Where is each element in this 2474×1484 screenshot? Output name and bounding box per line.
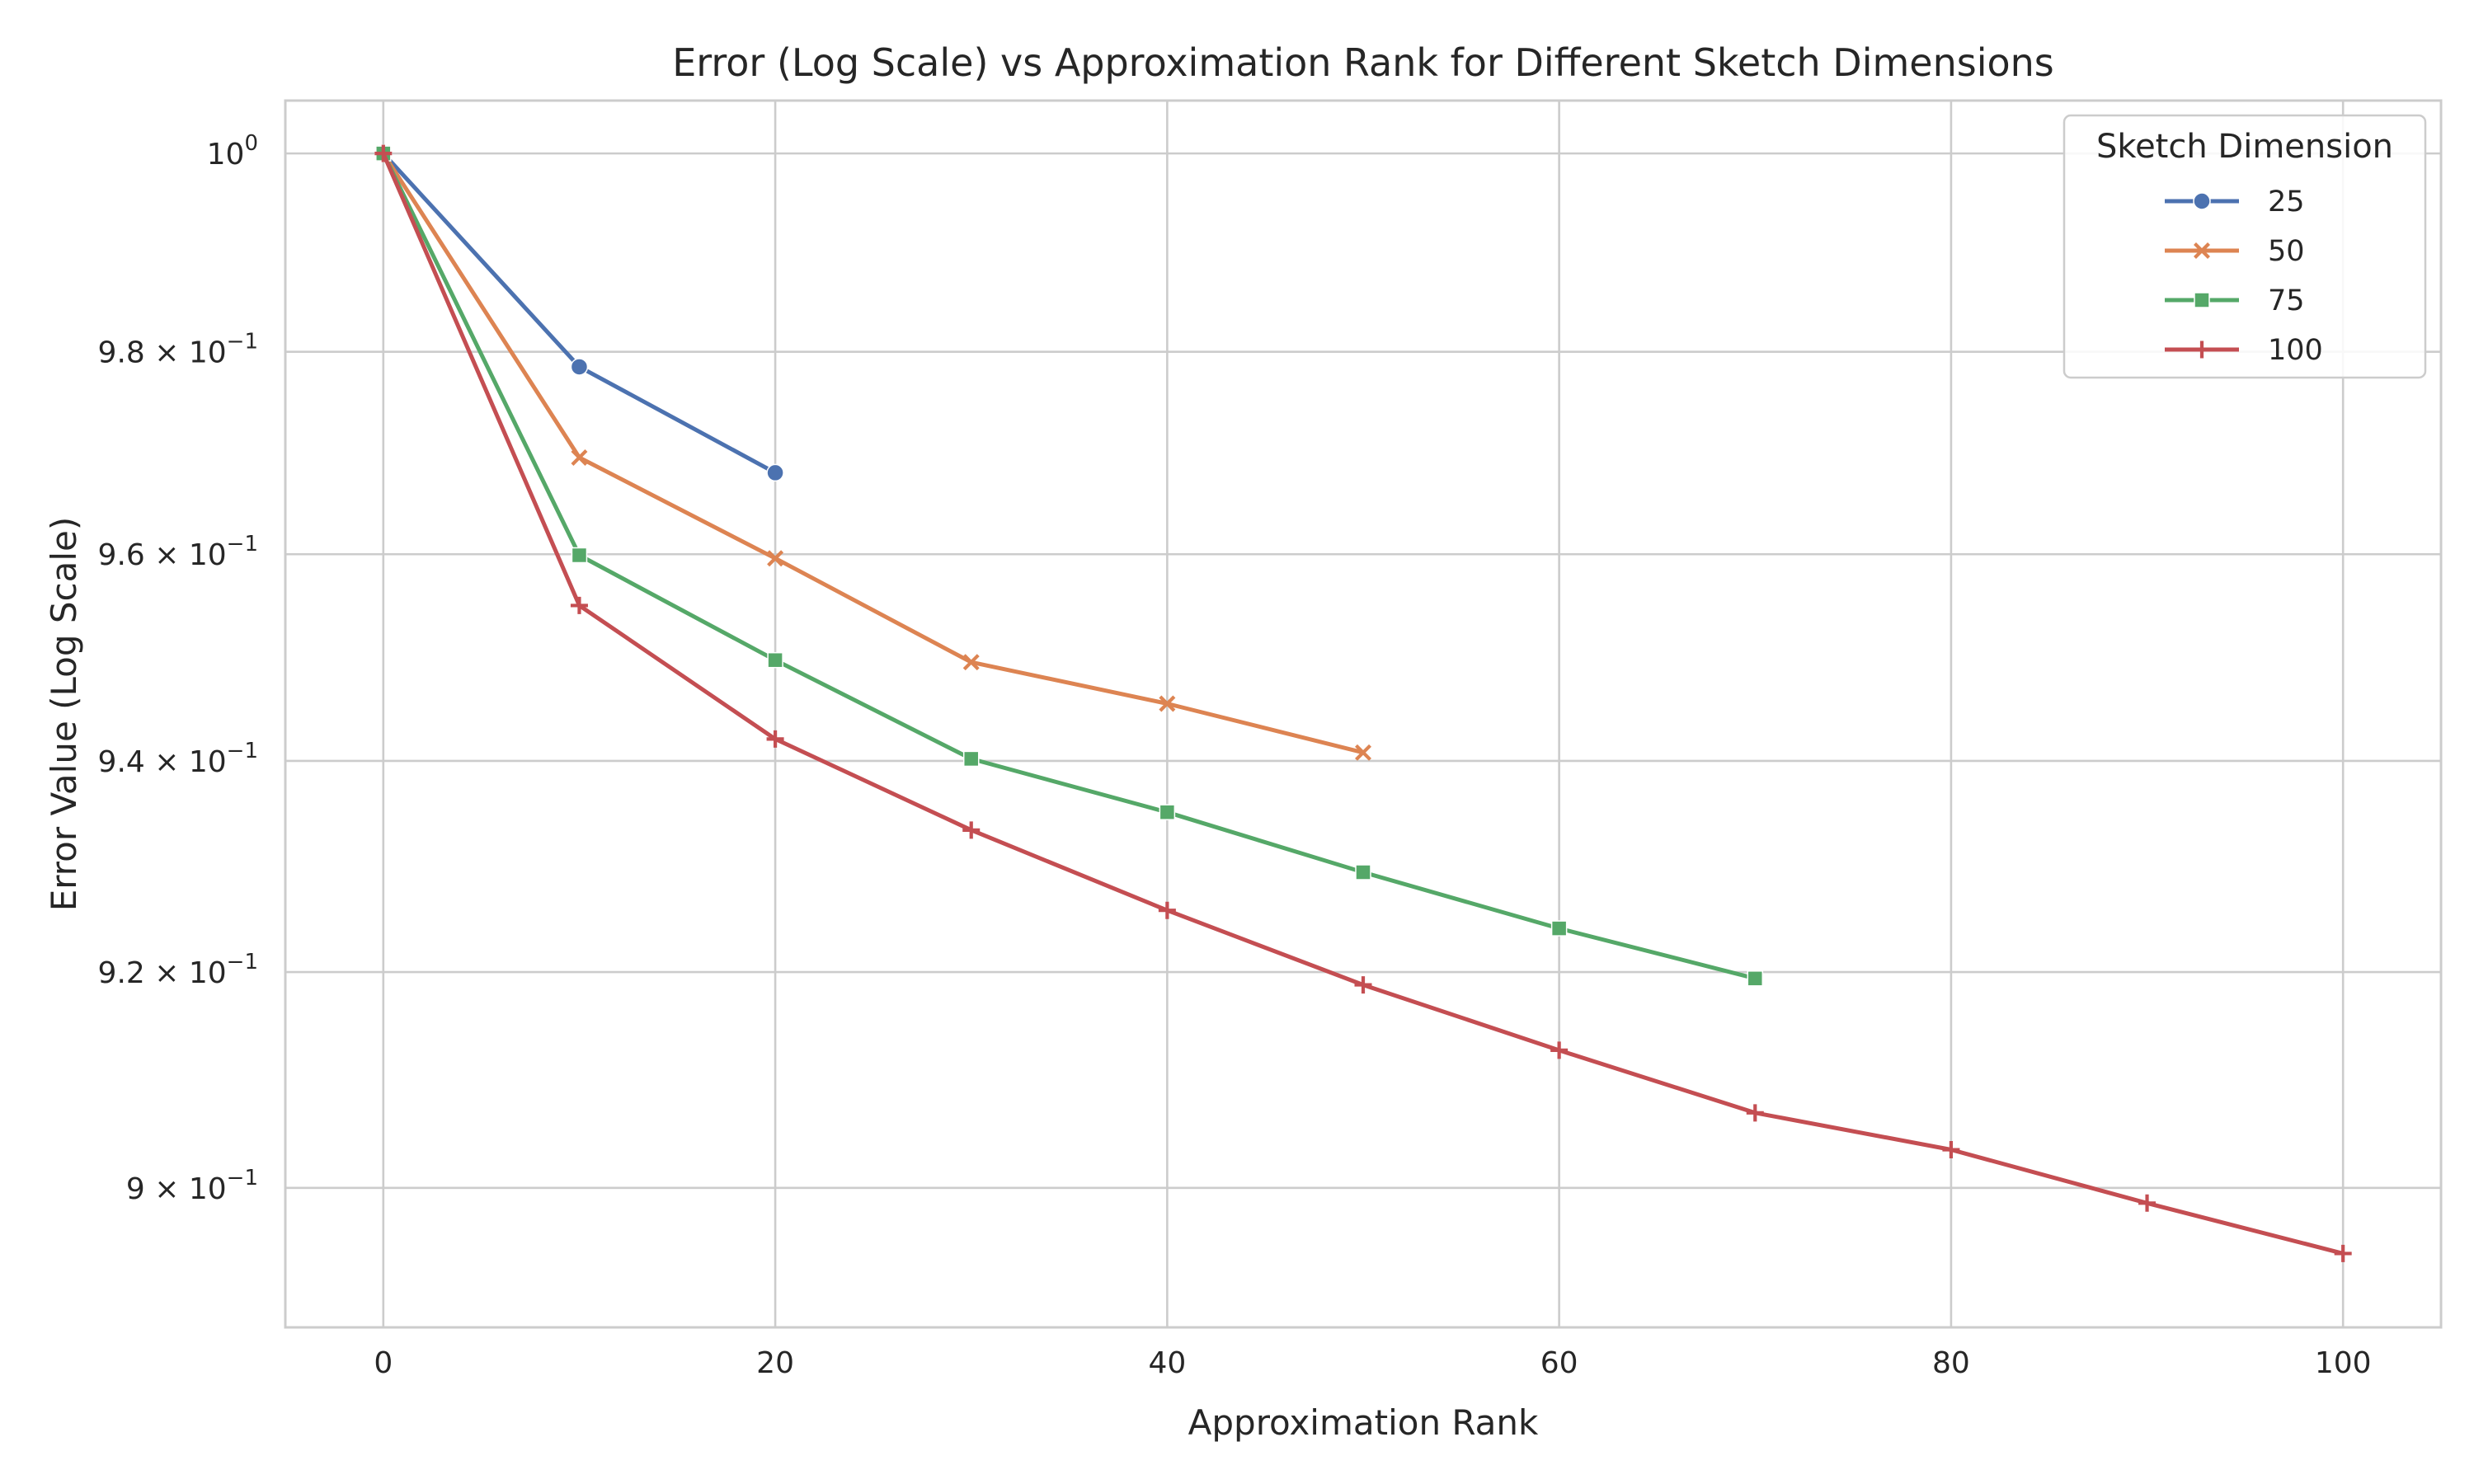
series-100 <box>374 144 2352 1262</box>
y-tick-label: 9.6 × 10−1 <box>98 532 258 572</box>
marker-circle <box>570 358 589 376</box>
marker-circle <box>766 463 784 482</box>
legend-label: 100 <box>2268 334 2323 367</box>
legend-title: Sketch Dimension <box>2096 128 2393 166</box>
marker-plus <box>374 144 393 162</box>
y-tick-label: 9.4 × 10−1 <box>98 739 258 779</box>
series-layer <box>374 144 2352 1262</box>
x-tick-label: 40 <box>1148 1346 1186 1380</box>
marker-square <box>1355 864 1371 881</box>
series-75 <box>375 145 1764 987</box>
marker-plus <box>766 730 784 748</box>
plot-frame <box>284 99 2443 1329</box>
marker-x <box>1355 744 1371 761</box>
marker-plus <box>2138 1194 2157 1212</box>
marker-square <box>1550 920 1568 937</box>
x-tick-label: 0 <box>374 1346 393 1380</box>
marker-plus <box>1746 1104 1764 1122</box>
marker-square <box>2194 292 2210 308</box>
legend-label: 75 <box>2268 284 2305 317</box>
tick-labels: 0 20 40 60 80 100 100 9.8 × 10−1 9.6 × 10−1 9.4 ×… <box>98 131 2372 1380</box>
legend-label: 50 <box>2268 235 2305 268</box>
marker-x <box>571 448 588 466</box>
legend-entry-25: 25 <box>2165 186 2305 218</box>
marker-plus <box>1354 976 1372 994</box>
x-axis-label: Approximation Rank <box>1188 1402 1539 1443</box>
marker-square <box>767 651 783 669</box>
marker-square <box>1747 970 1764 987</box>
x-tick-label: 100 <box>2315 1346 2372 1380</box>
x-tick-label: 80 <box>1932 1346 1970 1380</box>
marker-plus <box>1158 901 1176 919</box>
marker-square <box>571 547 588 564</box>
marker-circle <box>2193 192 2211 210</box>
series-line <box>381 151 1757 981</box>
marker-plus <box>1550 1041 1569 1059</box>
legend: Sketch Dimension 25 50 75 100 <box>2062 114 2427 379</box>
legend-box <box>2062 114 2427 379</box>
marker-square <box>1159 804 1176 820</box>
y-tick-label: 9 × 10−1 <box>126 1166 258 1206</box>
y-tick-label: 9.2 × 10−1 <box>98 950 258 990</box>
marker-plus <box>2334 1244 2352 1262</box>
marker-plus <box>2193 340 2211 359</box>
legend-label: 25 <box>2268 186 2305 218</box>
marker-x <box>767 550 784 567</box>
marker-plus <box>962 821 981 839</box>
marker-square <box>962 750 980 768</box>
marker-x <box>962 654 980 671</box>
chart-title: Error (Log Scale) vs Approximation Rank … <box>672 40 2054 85</box>
y-axis-label: Error Value (Log Scale) <box>44 517 84 912</box>
legend-entry-75: 75 <box>2165 284 2305 317</box>
marker-plus <box>570 596 588 614</box>
legend-entries: 25 50 75 100 <box>2165 186 2323 367</box>
y-tick-label: 9.8 × 10−1 <box>98 330 258 370</box>
y-tick-label: 100 <box>207 131 258 171</box>
legend-entry-50: 50 <box>2165 235 2305 268</box>
marker-x <box>2194 242 2210 259</box>
x-tick-label: 60 <box>1540 1346 1578 1380</box>
series-line <box>381 151 1366 755</box>
marker-x <box>1159 695 1176 712</box>
legend-entry-100: 100 <box>2165 334 2323 367</box>
marker-plus <box>1942 1141 1960 1159</box>
x-tick-label: 20 <box>756 1346 794 1380</box>
